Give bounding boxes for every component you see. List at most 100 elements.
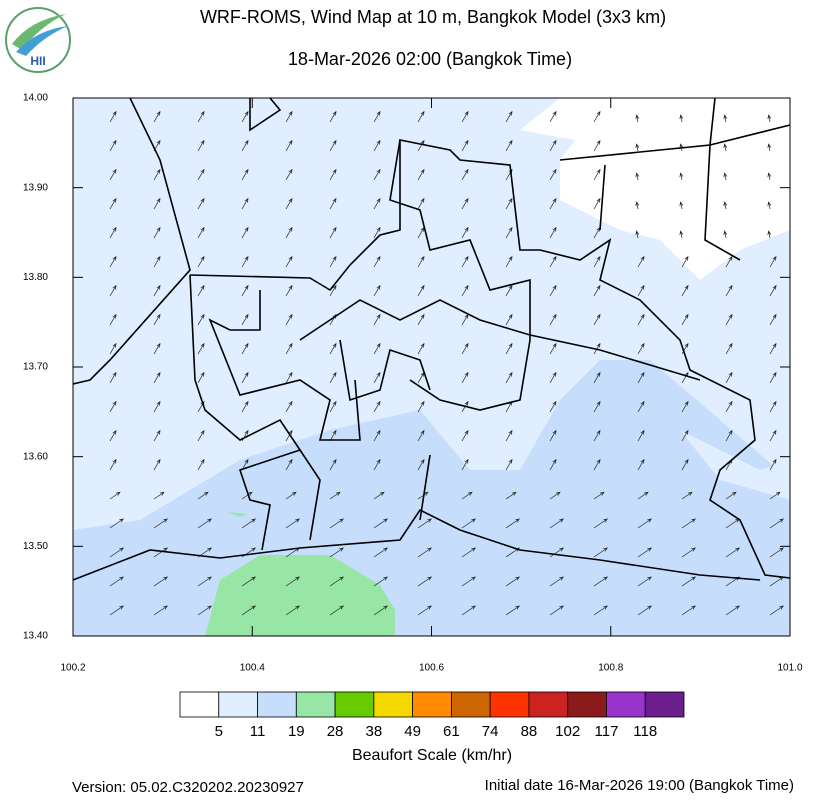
wind-arrow <box>461 139 469 152</box>
wind-arrow <box>461 458 469 471</box>
wind-arrow <box>417 313 425 326</box>
wind-arrow <box>285 429 293 442</box>
colorbar-box <box>257 691 297 718</box>
wind-arrow <box>153 458 161 471</box>
wind-arrow <box>285 605 300 616</box>
wind-arrow <box>109 576 124 587</box>
wind-arrow <box>285 284 293 297</box>
wind-arrow <box>549 313 557 326</box>
wind-arrow <box>329 371 337 384</box>
wind-arrow <box>681 576 696 587</box>
wind-arrow <box>417 518 432 529</box>
wind-arrow <box>725 400 733 413</box>
wind-arrow <box>767 114 772 123</box>
colorbar-box <box>450 691 491 718</box>
wind-arrow <box>549 139 557 152</box>
wind-arrow <box>285 226 293 239</box>
wind-arrow <box>681 313 689 326</box>
wind-arrow <box>681 255 689 268</box>
wind-arrow <box>549 518 564 529</box>
wind-arrow <box>769 255 777 268</box>
colorbar-box <box>567 691 607 718</box>
wind-arrow <box>417 576 432 587</box>
wind-arrow <box>241 313 249 326</box>
title: WRF-ROMS, Wind Map at 10 m, Bangkok Mode… <box>200 7 666 27</box>
wind-arrow <box>109 429 117 442</box>
colorbar-label: 74 <box>482 723 499 740</box>
subtitle: 18-Mar-2026 02:00 (Bangkok Time) <box>288 49 572 69</box>
wind-arrow <box>373 168 381 181</box>
wind-arrow <box>373 576 388 587</box>
logo: HII <box>5 7 71 73</box>
wind-arrow <box>285 197 293 210</box>
colorbar-box <box>295 691 336 718</box>
wind-arrow <box>769 371 777 384</box>
wind-arrow <box>109 110 117 123</box>
wind-arrow <box>549 226 557 239</box>
wind-arrow <box>153 576 168 587</box>
wind-arrow <box>153 226 161 239</box>
colorbar-label: 19 <box>288 723 305 740</box>
wind-arrow <box>681 284 689 297</box>
wind-arrow <box>767 143 772 152</box>
wind-arrow <box>461 605 476 616</box>
wind-arrow <box>197 284 205 297</box>
wind-arrow <box>241 168 249 181</box>
wind-arrow <box>153 342 161 355</box>
wind-arrow <box>725 255 733 268</box>
wind-arrow <box>417 255 425 268</box>
wind-arrow <box>285 255 293 268</box>
wind-arrow <box>153 400 161 413</box>
wind-arrow <box>725 429 733 442</box>
wind-arrow <box>417 400 425 413</box>
wind-arrow <box>723 143 728 152</box>
x-tick-label: 101.0 <box>777 663 802 674</box>
wind-arrow <box>637 255 645 268</box>
wind-arrow <box>725 491 737 500</box>
wind-arrow <box>241 284 249 297</box>
wind-arrow <box>637 371 645 384</box>
wind-arrow <box>549 342 557 355</box>
wind-arrow <box>505 255 513 268</box>
colorbar-box <box>528 691 569 718</box>
axes: 100.2 100.4 100.6 100.8 101.0 13.40 13.50 13.60… <box>23 93 803 674</box>
y-tick-label: 14.00 <box>23 93 48 104</box>
wind-arrow <box>461 491 473 500</box>
wind-arrow <box>593 255 601 268</box>
wind-arrow <box>549 284 557 297</box>
wind-arrow <box>549 576 564 587</box>
wind-arrow <box>461 168 469 181</box>
wind-arrow <box>109 605 124 616</box>
wind-arrow <box>461 576 476 587</box>
wind-arrow <box>197 255 205 268</box>
wind-arrow <box>329 547 344 558</box>
wind-arrow <box>461 547 476 558</box>
wind-arrow <box>725 371 733 384</box>
wind-arrow <box>109 342 117 355</box>
wind-arrow <box>461 197 469 210</box>
wind-arrow <box>417 284 425 297</box>
wind-arrow <box>285 313 293 326</box>
wind-arrow <box>593 491 605 500</box>
wind-arrow <box>153 110 161 123</box>
wind-arrow <box>285 342 293 355</box>
wind-arrow <box>153 491 165 500</box>
wind-arrow <box>109 458 117 471</box>
wind-arrow <box>593 139 601 152</box>
wind-arrow <box>417 110 425 123</box>
wind-arrow <box>549 197 557 210</box>
y-tick-label: 13.70 <box>23 362 48 373</box>
wind-arrow <box>505 458 513 471</box>
wind-arrow <box>637 547 652 558</box>
wind-arrow <box>109 371 117 384</box>
wind-arrow <box>241 110 249 123</box>
wind-arrow <box>681 518 696 529</box>
wind-arrow <box>109 547 124 558</box>
wind-arrow <box>681 491 693 500</box>
wind-arrow <box>593 458 601 471</box>
wind-arrow <box>725 342 733 355</box>
colorbar-label: 5 <box>215 723 223 740</box>
wind-arrow <box>153 313 161 326</box>
wind-arrow <box>197 429 205 442</box>
wind-arrow <box>373 547 388 558</box>
